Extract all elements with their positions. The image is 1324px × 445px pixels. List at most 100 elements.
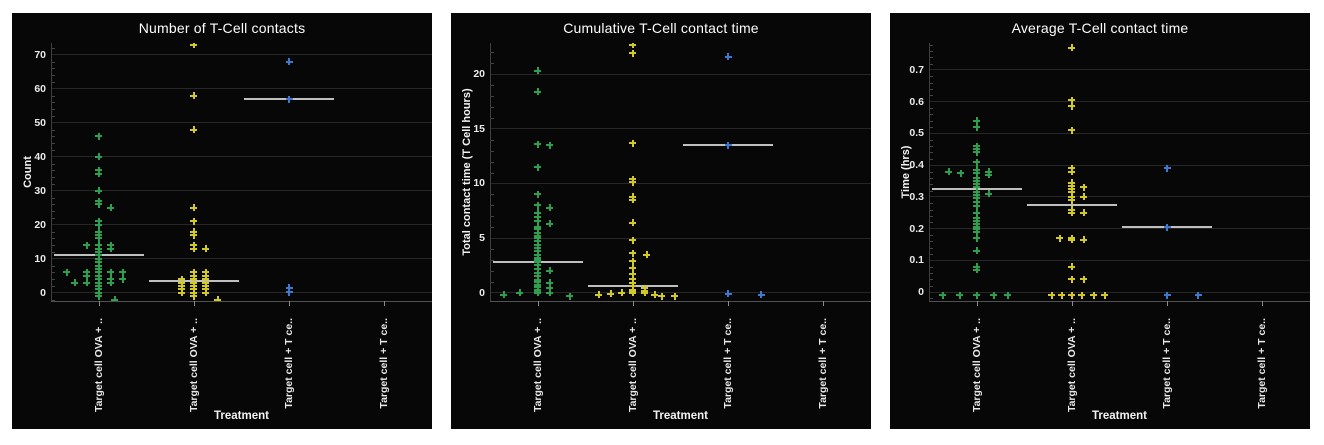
data-point xyxy=(71,279,79,287)
x-tick-mark xyxy=(537,301,539,306)
minor-tick xyxy=(51,184,55,186)
gridline xyxy=(51,190,432,192)
y-tick-label: 10 xyxy=(34,252,46,265)
data-point xyxy=(985,171,993,179)
minor-tick xyxy=(51,48,55,50)
x-tick-mark xyxy=(976,301,978,306)
minor-tick xyxy=(929,158,933,160)
data-point xyxy=(534,163,542,171)
x-tick-mark xyxy=(193,301,195,306)
data-point xyxy=(956,291,964,299)
data-point xyxy=(973,291,981,299)
minor-tick xyxy=(51,129,55,131)
data-point xyxy=(534,67,542,75)
minor-tick xyxy=(51,116,55,118)
minor-tick xyxy=(929,95,933,97)
minor-tick xyxy=(929,247,933,249)
y-tick-label: 60 xyxy=(34,82,46,95)
data-point xyxy=(939,291,947,299)
data-point xyxy=(658,292,666,300)
data-point xyxy=(1101,291,1109,299)
y-tick-label: 0.1 xyxy=(909,254,924,267)
mean-line xyxy=(1026,203,1117,206)
data-point xyxy=(1068,263,1076,271)
minor-tick xyxy=(490,52,494,54)
data-point xyxy=(629,270,637,278)
data-point xyxy=(629,236,637,244)
data-point xyxy=(546,284,554,292)
data-point xyxy=(1068,44,1076,52)
x-tick-label: Target cell + T ce.. xyxy=(1161,318,1174,409)
y-tick-label: 70 xyxy=(34,48,46,61)
data-point xyxy=(534,140,542,148)
chart-panel-cumulative-contact-time: Cumulative T-Cell contact time Total con… xyxy=(451,13,871,429)
gridline xyxy=(51,88,432,90)
data-point xyxy=(83,279,91,287)
x-tick-label: Target cell + T ce.. xyxy=(283,318,296,409)
minor-tick xyxy=(929,114,933,116)
y-tick-label: 0.6 xyxy=(909,95,924,108)
y-tick-label: 0 xyxy=(479,286,485,299)
data-point xyxy=(1080,275,1088,283)
y-tick-label: 0 xyxy=(918,286,924,299)
data-point xyxy=(190,126,198,134)
gridline xyxy=(51,292,432,294)
x-tick-label: Target cell + T ce.. xyxy=(378,318,391,409)
chart-title: Average T-Cell contact time xyxy=(1011,20,1189,36)
data-point xyxy=(724,290,732,298)
chart-title: Cumulative T-Cell contact time xyxy=(563,20,759,36)
minor-tick xyxy=(490,194,494,196)
data-point xyxy=(1194,291,1202,299)
y-axis-line xyxy=(51,43,52,301)
gridline xyxy=(490,182,871,184)
minor-tick xyxy=(51,218,55,220)
minor-tick xyxy=(490,150,494,152)
data-point xyxy=(1068,96,1076,104)
x-tick-mark xyxy=(632,301,634,306)
gridline xyxy=(929,132,1310,134)
minor-tick xyxy=(51,231,55,233)
data-point xyxy=(629,219,637,227)
minor-tick xyxy=(929,203,933,205)
data-point xyxy=(973,183,981,191)
data-point xyxy=(534,201,542,209)
data-point xyxy=(1090,291,1098,299)
data-point xyxy=(95,292,103,300)
data-point xyxy=(1080,236,1088,244)
data-point xyxy=(178,289,186,297)
minor-tick xyxy=(929,120,933,122)
data-point xyxy=(1048,291,1056,299)
minor-tick xyxy=(490,85,494,87)
minor-tick xyxy=(51,109,55,111)
minor-tick xyxy=(929,215,933,217)
data-point xyxy=(1068,275,1076,283)
data-point xyxy=(285,95,293,103)
x-axis-line xyxy=(490,301,871,302)
gridline xyxy=(929,196,1310,198)
gridline xyxy=(490,128,871,130)
data-point xyxy=(95,187,103,195)
minor-tick xyxy=(51,245,55,247)
x-tick-label: Target cell OVA + .. xyxy=(531,318,544,413)
minor-tick xyxy=(929,171,933,173)
minor-tick xyxy=(929,177,933,179)
minor-tick xyxy=(929,152,933,154)
plot-area xyxy=(490,43,871,301)
data-point xyxy=(566,292,574,300)
data-point xyxy=(500,291,508,299)
gridline xyxy=(929,259,1310,261)
data-point xyxy=(107,245,115,253)
data-point xyxy=(724,53,732,61)
x-tick-mark xyxy=(289,301,291,306)
data-point xyxy=(107,279,115,287)
minor-tick xyxy=(929,146,933,148)
minor-tick xyxy=(51,272,55,274)
data-point xyxy=(63,268,71,276)
minor-tick xyxy=(51,102,55,104)
x-tick-label: Target cell + T ce.. xyxy=(817,318,830,409)
data-point xyxy=(202,289,210,297)
data-point xyxy=(595,291,603,299)
minor-tick xyxy=(929,298,933,300)
minor-tick xyxy=(929,108,933,110)
